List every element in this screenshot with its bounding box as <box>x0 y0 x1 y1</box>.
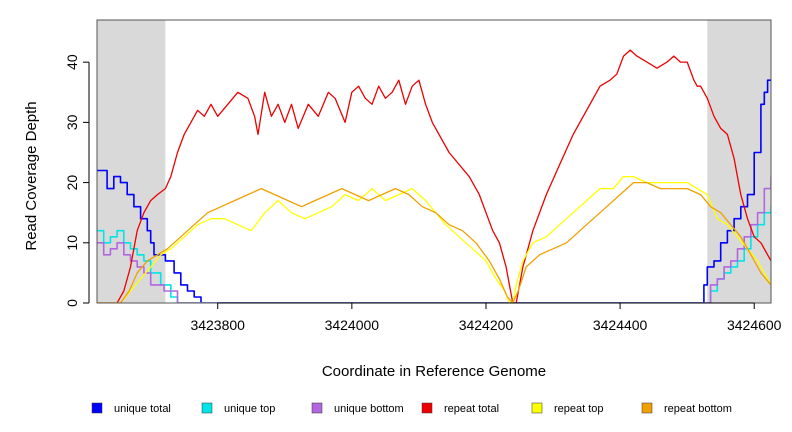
legend: unique total unique top unique bottom repea… <box>91 402 732 415</box>
x-axis-title: Coordinate in Reference Genome <box>322 363 546 380</box>
legend-label-repeat-top: repeat top <box>554 403 604 415</box>
legend-swatch-unique-top <box>201 402 213 414</box>
y-axis: 0 10 20 30 40 <box>64 54 90 307</box>
legend-swatch-repeat-total <box>421 402 433 414</box>
legend-label-repeat-bottom: repeat bottom <box>664 403 732 415</box>
series-line-repeat-top <box>97 175 771 303</box>
plot-area <box>97 49 771 303</box>
x-tick-label: 3424400 <box>593 317 648 333</box>
x-tick-label: 3424200 <box>459 317 514 333</box>
x-tick-label: 3423800 <box>190 317 245 333</box>
legend-label-unique-top: unique top <box>224 403 275 415</box>
series-line-unique-total <box>97 79 771 303</box>
legend-swatch-repeat-bottom <box>641 402 653 414</box>
y-tick-label: 40 <box>64 54 80 70</box>
y-axis-title: Read Coverage Depth <box>23 101 40 250</box>
series-line-repeat-bottom <box>97 181 771 303</box>
series-layer <box>97 49 771 303</box>
y-tick-label: 30 <box>64 114 80 130</box>
y-tick-label: 10 <box>64 235 80 251</box>
plot-frame <box>96 19 772 304</box>
shaded-regions <box>97 20 771 303</box>
shaded-region-2 <box>707 20 771 303</box>
legend-swatch-unique-bottom <box>311 402 323 414</box>
series-line-repeat-total <box>97 49 771 303</box>
x-tick-label: 3424000 <box>325 317 380 333</box>
legend-label-unique-bottom: unique bottom <box>334 403 404 415</box>
y-tick-label: 0 <box>64 299 80 307</box>
series-line-unique-bottom <box>97 176 771 303</box>
legend-label-unique-total: unique total <box>114 403 171 415</box>
legend-swatch-repeat-top <box>531 402 543 414</box>
legend-label-repeat-total: repeat total <box>444 403 499 415</box>
y-tick-label: 20 <box>64 175 80 191</box>
x-axis: 3423800 3424000 3424200 3424400 3424600 <box>190 302 782 333</box>
legend-swatch-unique-total <box>91 402 103 414</box>
x-tick-label: 3424600 <box>727 317 782 333</box>
